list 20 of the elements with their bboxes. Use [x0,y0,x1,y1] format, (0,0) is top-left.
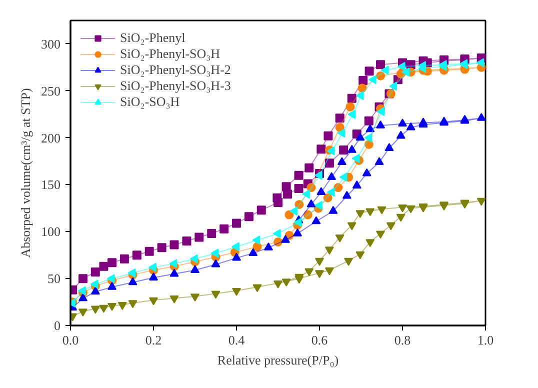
x-tick-label: 0.6 [311,332,328,348]
x-tick-label: 0.8 [394,332,411,348]
y-tick-label: 100 [41,224,60,240]
x-axis-title: Relative pressure(P/P₀) [217,352,339,368]
x-tick-label: 1.0 [477,332,494,348]
x-tick-label: 0.2 [145,332,162,348]
legend-label: SiO₂-SO₃H [120,94,180,110]
legend-label: SiO₂-Phenyl [120,30,186,46]
legend-label: SiO₂-Phenyl-SO₃H [120,46,220,62]
legend-label: SiO₂-Phenyl-SO₃H-3 [120,78,231,94]
x-tick-label: 0.0 [62,332,79,348]
y-tick-label: 50 [48,271,60,286]
y-tick-label: 200 [41,130,60,146]
y-axis-title: Absorped volume(cm³/g at STP) [18,88,33,258]
legend-label: SiO₂-Phenyl-SO₃H-2 [120,62,231,78]
y-tick-label: 300 [41,36,60,52]
y-tick-label: 150 [41,177,60,192]
y-tick-label: 0 [54,318,60,333]
x-tick-label: 0.4 [228,332,246,348]
y-tick-label: 250 [41,83,60,98]
